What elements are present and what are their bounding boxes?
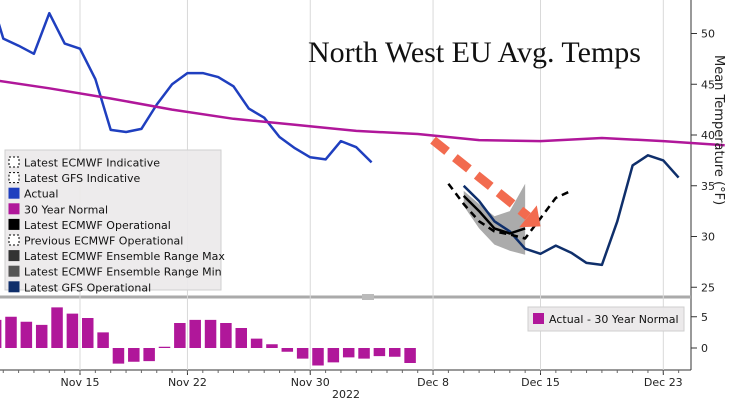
anomaly-bar [204,319,217,348]
legend-box [4,149,222,291]
divider-handle[interactable] [362,294,374,300]
anomaly-bar [312,348,324,366]
legend-swatch [8,218,20,230]
y-tick-label: 45 [701,78,715,91]
legend-label: Latest ECMWF Indicative [24,157,160,170]
x-tick-label: Nov 15 [61,376,100,389]
x-tick-label: Dec 15 [521,376,560,389]
lower-legend-swatch [533,313,544,324]
legend-swatch [8,234,20,246]
anomaly-bar [404,348,416,363]
x-axis-year: 2022 [332,388,360,401]
anomaly-bar [389,348,401,357]
anomaly-bar [5,316,17,348]
legend-label: Latest ECMWF Operational [24,219,171,232]
legend-swatch [8,203,20,215]
anomaly-bar [51,307,63,348]
legend-label: Latest ECMWF Ensemble Range Max [24,250,225,263]
series-30-year-normal [0,79,725,147]
anomaly-bar [143,348,155,362]
lower-legend-box [527,306,685,332]
anomaly-bar [174,323,186,348]
anomaly-bar [66,313,79,348]
anomaly-bar [327,348,340,363]
series-latest-gfs-operational [462,154,680,267]
legend-label: Latest GFS Indicative [24,172,141,185]
y-tick-label: 30 [701,231,715,244]
anomaly-bar [281,348,294,352]
anomaly-bar [296,348,309,359]
lower-y-tick-label: 5 [701,311,708,324]
ensemble-range-band [463,183,526,255]
lower-y-tick-label: 0 [701,342,708,355]
anomaly-bar [128,348,140,362]
annotation-arrow-shaft [430,136,531,220]
anomaly-bar [220,323,232,348]
x-tick-label: Nov 30 [291,376,330,389]
legend-swatch [8,281,20,293]
anomaly-bar [82,318,94,348]
anomaly-bar [189,319,201,348]
anomaly-bar [373,348,386,357]
legend-label: Latest ECMWF Ensemble Range Min [24,266,222,279]
legend-label: 30 Year Normal [24,203,108,216]
anomaly-bar [35,324,48,348]
legend-swatch [8,187,20,199]
anomaly-bar [358,348,370,359]
legend-label: Latest GFS Operational [24,281,151,294]
y-tick-label: 25 [701,281,715,294]
legend-swatch [8,265,20,277]
chart-title: North West EU Avg. Temps [308,36,641,69]
legend-swatch [8,172,20,184]
anomaly-bar [266,344,278,348]
bar-layer [0,307,416,366]
y-tick-label: 35 [701,180,715,193]
series-layer [0,11,725,267]
legend-label: Previous ECMWF Operational [24,235,183,248]
series-latest-ecmwf-operational [462,195,526,235]
series-actual [0,11,373,164]
lower-legend-label: Actual - 30 Year Normal [549,313,679,326]
x-tick-label: Dec 8 [417,376,449,389]
anomaly-bar [235,328,247,348]
tick-layer: 25 30 35 40 45 50 0 5 Nov 15 Nov 22 Nov 30 Dec 8 Dec… [2,28,715,389]
legend: Latest ECMWF Indicative Latest GFS Indica… [8,156,225,294]
anomaly-bar [0,319,2,348]
y-axis-title: Mean Temperature (°F) [711,55,726,205]
x-tick-label: Nov 22 [168,376,207,389]
anomaly-bar [342,348,355,358]
anomaly-bar [250,338,263,348]
anomaly-bar [112,348,125,364]
y-tick-label: 40 [701,129,715,142]
anomaly-bar [20,321,33,348]
legend-swatch [8,250,20,262]
x-tick-label: Dec 23 [644,376,683,389]
anomaly-bar [97,332,109,348]
annotation-arrow-head [519,205,541,228]
legend-swatch [8,156,20,168]
legend-label: Actual [24,188,58,201]
y-tick-label: 50 [701,28,715,41]
anomaly-bar [158,346,171,348]
